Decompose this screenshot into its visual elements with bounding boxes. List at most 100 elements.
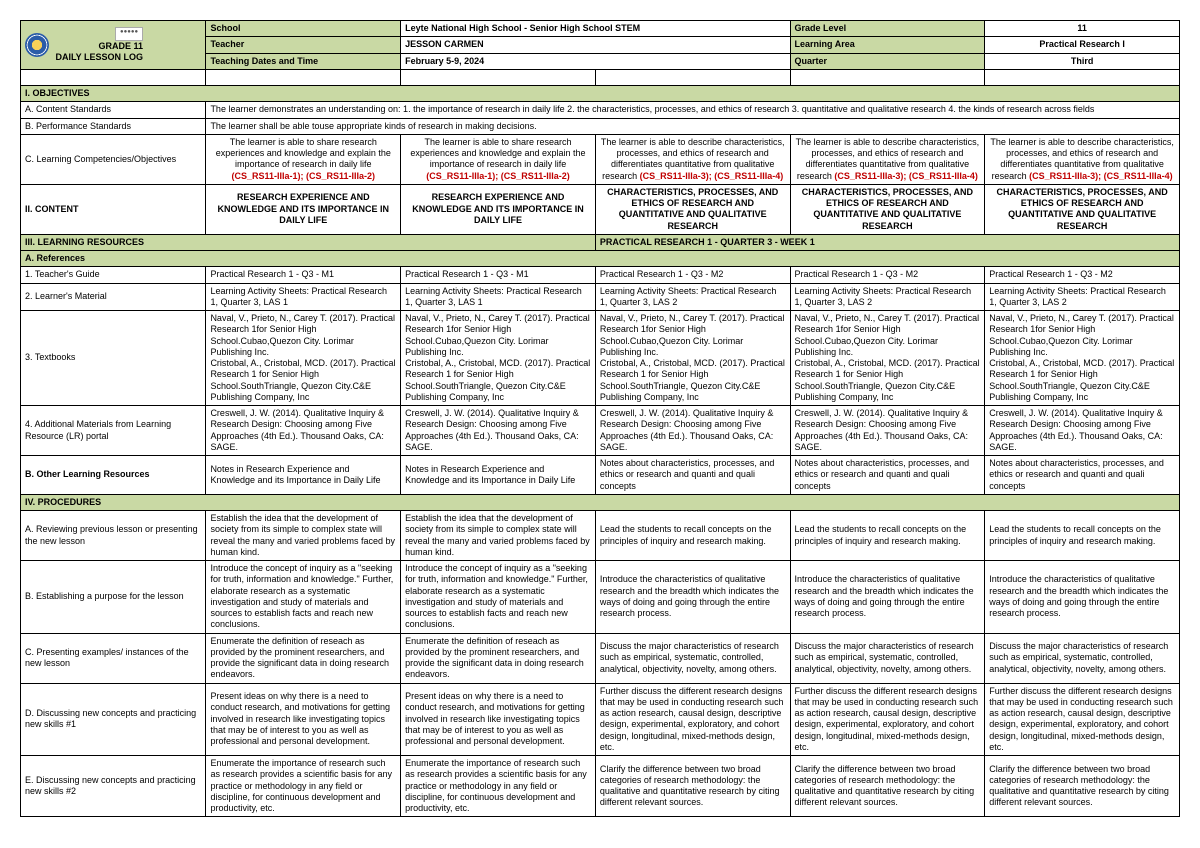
- tb-d4: Naval, V., Prieto, N., Carey T. (2017). …: [790, 311, 985, 406]
- olr-d4: Notes about characteristics, processes, …: [790, 456, 985, 495]
- performance-standards-text: The learner shall be able touse appropri…: [206, 118, 1180, 134]
- section-procedures: IV. PROCEDURES: [21, 494, 1180, 510]
- lm-d4: Learning Activity Sheets: Practical Rese…: [790, 283, 985, 311]
- competencies-label: C. Learning Competencies/Objectives: [21, 134, 206, 184]
- section-content: II. CONTENT: [21, 184, 206, 234]
- lm-d3: Learning Activity Sheets: Practical Rese…: [595, 283, 790, 311]
- proc-e-d3: Clarify the difference between two broad…: [595, 756, 790, 817]
- hdr-school-val: Leyte National High School - Senior High…: [401, 21, 790, 37]
- tg-d1: Practical Research 1 - Q3 - M1: [206, 267, 401, 283]
- hdr-dates-label: Teaching Dates and Time: [206, 53, 401, 69]
- tb-d5: Naval, V., Prieto, N., Carey T. (2017). …: [985, 311, 1180, 406]
- proc-b-d3: Introduce the characteristics of qualita…: [595, 561, 790, 634]
- proc-d-d2: Present ideas on why there is a need to …: [401, 683, 596, 756]
- hdr-learningarea-label: Learning Area: [790, 37, 985, 53]
- header-left: ●●●●● GRADE 11 DAILY LESSON LOG: [21, 21, 206, 70]
- proc-e-label: E. Discussing new concepts and practicin…: [21, 756, 206, 817]
- proc-c-d2: Enumerate the definition of reseach as p…: [401, 633, 596, 683]
- competency-day3: The learner is able to describe characte…: [595, 134, 790, 184]
- teachers-guide-label: 1. Teacher's Guide: [21, 267, 206, 283]
- am-d1: Creswell, J. W. (2014). Qualitative Inqu…: [206, 406, 401, 456]
- hdr-gradelevel-label: Grade Level: [790, 21, 985, 37]
- section-resources-side: PRACTICAL RESEARCH 1 - QUARTER 3 - WEEK …: [595, 234, 1179, 250]
- proc-c-d1: Enumerate the definition of reseach as p…: [206, 633, 401, 683]
- tb-d1: Naval, V., Prieto, N., Carey T. (2017). …: [206, 311, 401, 406]
- proc-e-d2: Enumerate the importance of research suc…: [401, 756, 596, 817]
- hdr-quarter-val: Third: [985, 53, 1180, 69]
- proc-b-label: B. Establishing a purpose for the lesson: [21, 561, 206, 634]
- am-d5: Creswell, J. W. (2014). Qualitative Inqu…: [985, 406, 1180, 456]
- tb-d2: Naval, V., Prieto, N., Carey T. (2017). …: [401, 311, 596, 406]
- hdr-school-label: School: [206, 21, 401, 37]
- competency-day4: The learner is able to describe characte…: [790, 134, 985, 184]
- proc-a-d3: Lead the students to recall concepts on …: [595, 511, 790, 561]
- hdr-learningarea-val: Practical Research I: [985, 37, 1180, 53]
- proc-c-label: C. Presenting examples/ instances of the…: [21, 633, 206, 683]
- hdr-gradelevel-val: 11: [985, 21, 1180, 37]
- lm-d5: Learning Activity Sheets: Practical Rese…: [985, 283, 1180, 311]
- proc-row-d: D. Discussing new concepts and practicin…: [21, 683, 1180, 756]
- proc-d-d4: Further discuss the different research d…: [790, 683, 985, 756]
- other-lr-label: B. Other Learning Resources: [21, 456, 206, 495]
- proc-d-label: D. Discussing new concepts and practicin…: [21, 683, 206, 756]
- content-day3: CHARACTERISTICS, PROCESSES, AND ETHICS O…: [595, 184, 790, 234]
- am-d4: Creswell, J. W. (2014). Qualitative Inqu…: [790, 406, 985, 456]
- proc-c-d4: Discuss the major characteristics of res…: [790, 633, 985, 683]
- proc-row-b: B. Establishing a purpose for the lesson…: [21, 561, 1180, 634]
- content-day1: RESEARCH EXPERIENCE AND KNOWLEDGE AND IT…: [206, 184, 401, 234]
- hdr-teacher-val: JESSON CARMEN: [401, 37, 790, 53]
- competency-day1: The learner is able to share research ex…: [206, 134, 401, 184]
- proc-b-d2: Introduce the concept of inquiry as a "s…: [401, 561, 596, 634]
- hdr-teacher-label: Teacher: [206, 37, 401, 53]
- lm-d2: Learning Activity Sheets: Practical Rese…: [401, 283, 596, 311]
- proc-b-d4: Introduce the characteristics of qualita…: [790, 561, 985, 634]
- content-day2: RESEARCH EXPERIENCE AND KNOWLEDGE AND IT…: [401, 184, 596, 234]
- proc-row-c: C. Presenting examples/ instances of the…: [21, 633, 1180, 683]
- proc-b-d1: Introduce the concept of inquiry as a "s…: [206, 561, 401, 634]
- proc-a-d2: Establish the idea that the development …: [401, 511, 596, 561]
- olr-d3: Notes about characteristics, processes, …: [595, 456, 790, 495]
- tg-d3: Practical Research 1 - Q3 - M2: [595, 267, 790, 283]
- proc-b-d5: Introduce the characteristics of qualita…: [985, 561, 1180, 634]
- proc-d-d1: Present ideas on why there is a need to …: [206, 683, 401, 756]
- textbooks-label: 3. Textbooks: [21, 311, 206, 406]
- proc-a-d5: Lead the students to recall concepts on …: [985, 511, 1180, 561]
- competency-day5: The learner is able to describe characte…: [985, 134, 1180, 184]
- proc-a-d1: Establish the idea that the development …: [206, 511, 401, 561]
- proc-row-e: E. Discussing new concepts and practicin…: [21, 756, 1180, 817]
- olr-d2: Notes in Research Experience and Knowled…: [401, 456, 596, 495]
- section-objectives: I. OBJECTIVES: [21, 86, 1180, 102]
- matatag-icon: ●●●●●: [115, 27, 143, 41]
- hdr-quarter-label: Quarter: [790, 53, 985, 69]
- proc-a-label: A. Reviewing previous lesson or presenti…: [21, 511, 206, 561]
- additional-materials-label: 4. Additional Materials from Learning Re…: [21, 406, 206, 456]
- tg-d2: Practical Research 1 - Q3 - M1: [401, 267, 596, 283]
- section-resources: III. LEARNING RESOURCES: [21, 234, 596, 250]
- am-d3: Creswell, J. W. (2014). Qualitative Inqu…: [595, 406, 790, 456]
- olr-d5: Notes about characteristics, processes, …: [985, 456, 1180, 495]
- content-standards-label: A. Content Standards: [21, 102, 206, 118]
- competency-day2: The learner is able to share research ex…: [401, 134, 596, 184]
- lm-d1: Learning Activity Sheets: Practical Rese…: [206, 283, 401, 311]
- proc-a-d4: Lead the students to recall concepts on …: [790, 511, 985, 561]
- proc-row-a: A. Reviewing previous lesson or presenti…: [21, 511, 1180, 561]
- competencies-row: C. Learning Competencies/Objectives The …: [21, 134, 1180, 184]
- tg-d4: Practical Research 1 - Q3 - M2: [790, 267, 985, 283]
- learners-material-label: 2. Learner's Material: [21, 283, 206, 311]
- hdr-dates-val: February 5-9, 2024: [401, 53, 790, 69]
- proc-e-d5: Clarify the difference between two broad…: [985, 756, 1180, 817]
- grade-label: GRADE 11: [99, 41, 144, 51]
- performance-standards-label: B. Performance Standards: [21, 118, 206, 134]
- proc-d-d3: Further discuss the different research d…: [595, 683, 790, 756]
- deped-seal-icon: [25, 33, 49, 57]
- proc-c-d3: Discuss the major characteristics of res…: [595, 633, 790, 683]
- olr-d1: Notes in Research Experience and Knowled…: [206, 456, 401, 495]
- content-standards-text: The learner demonstrates an understandin…: [206, 102, 1180, 118]
- am-d2: Creswell, J. W. (2014). Qualitative Inqu…: [401, 406, 596, 456]
- section-references: A. References: [21, 251, 1180, 267]
- tb-d3: Naval, V., Prieto, N., Carey T. (2017). …: [595, 311, 790, 406]
- content-row: II. CONTENT RESEARCH EXPERIENCE AND KNOW…: [21, 184, 1180, 234]
- content-day5: CHARACTERISTICS, PROCESSES, AND ETHICS O…: [985, 184, 1180, 234]
- dll-label: DAILY LESSON LOG: [56, 52, 144, 62]
- proc-d-d5: Further discuss the different research d…: [985, 683, 1180, 756]
